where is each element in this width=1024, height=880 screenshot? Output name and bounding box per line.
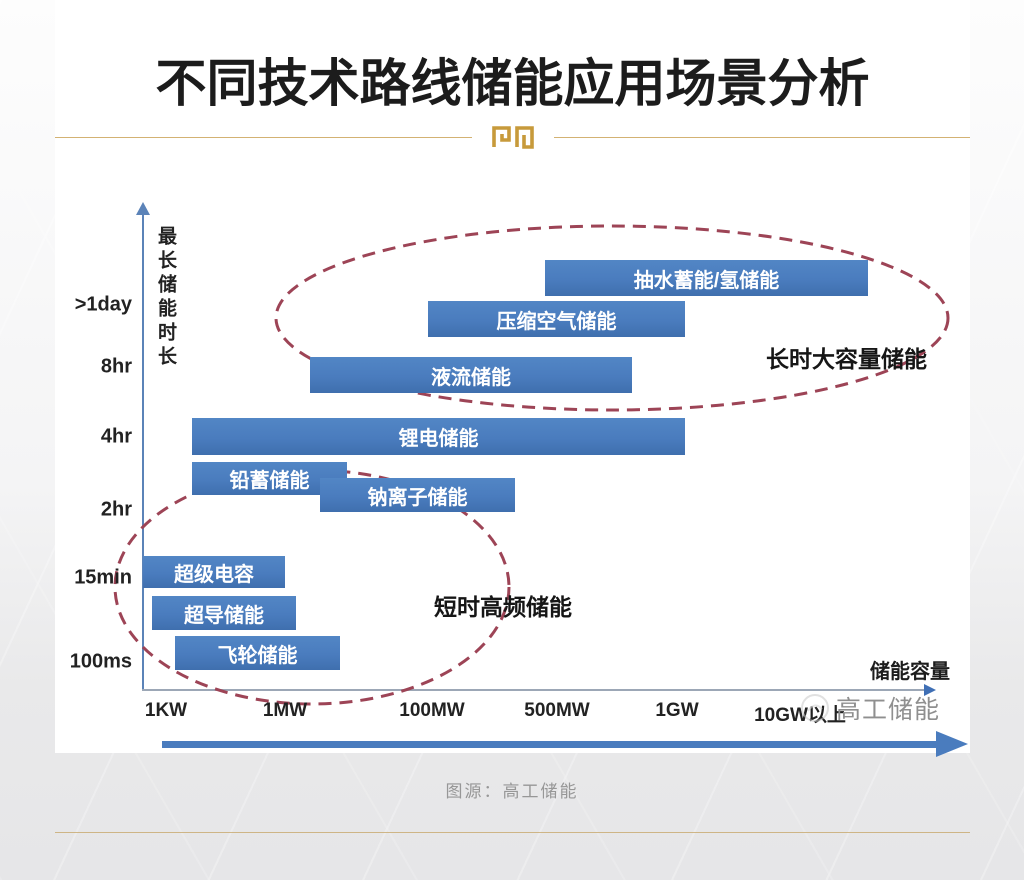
bar-pumped-hydro-hydrogen: 抽水蓄能/氢储能 bbox=[545, 260, 868, 296]
x-axis-label: 储能容量 bbox=[870, 661, 950, 683]
y-tick-15min: 15min bbox=[74, 566, 132, 589]
x-tick-10GW: 10GW以上 bbox=[754, 705, 846, 726]
y-tick-4hr: 4hr bbox=[100, 425, 132, 448]
watermark: 高工储能 bbox=[800, 690, 940, 726]
watermark-text: 高工储能 bbox=[836, 696, 941, 724]
page-title: 不同技术路线储能应用场景分析 bbox=[155, 55, 870, 112]
y-tick-1day: >1day bbox=[74, 293, 132, 316]
y-axis-line bbox=[142, 214, 144, 690]
x-axis-line bbox=[142, 689, 924, 691]
x-axis-arrow-icon bbox=[924, 684, 936, 696]
x-tick-100MW: 100MW bbox=[399, 700, 465, 721]
x-tick-1GW: 1GW bbox=[655, 700, 699, 721]
bar-flywheel: 飞轮储能 bbox=[175, 636, 340, 670]
group-label-short-duration-high-frequency: 短时高频储能 bbox=[434, 594, 572, 620]
source-caption: 图源：高工储能 bbox=[445, 782, 579, 801]
y-axis-arrow-icon bbox=[136, 202, 150, 215]
group-label-long-duration-large-capacity: 长时大容量储能 bbox=[766, 346, 927, 372]
brand-emblem-icon bbox=[491, 126, 534, 149]
bar-supercapacitor: 超级电容 bbox=[143, 556, 285, 588]
y-tick-100ms: 100ms bbox=[69, 650, 132, 673]
x-tick-1KW: 1KW bbox=[144, 700, 188, 721]
bar-flow-battery: 液流储能 bbox=[310, 357, 632, 393]
y-tick-8hr: 8hr bbox=[100, 355, 132, 378]
divider-line-left bbox=[55, 136, 472, 138]
x-tick-500MW: 500MW bbox=[524, 700, 590, 721]
y-axis-title: 最长储能时长 bbox=[155, 226, 176, 370]
x-tick-1MW: 1MW bbox=[262, 700, 308, 721]
bar-lithium-battery: 锂电储能 bbox=[192, 418, 685, 455]
title-divider bbox=[55, 125, 970, 149]
watermark-logo-icon bbox=[801, 694, 829, 722]
bar-compressed-air: 压缩空气储能 bbox=[428, 301, 685, 337]
y-tick-2hr: 2hr bbox=[100, 498, 132, 521]
bar-sodium-ion: 钠离子储能 bbox=[320, 478, 515, 512]
bar-superconducting: 超导储能 bbox=[152, 596, 296, 630]
capacity-axis-arrowhead-icon bbox=[936, 731, 968, 757]
divider-line-right bbox=[553, 136, 970, 138]
capacity-axis-arrow bbox=[162, 741, 938, 748]
bottom-gold-line bbox=[55, 832, 970, 833]
